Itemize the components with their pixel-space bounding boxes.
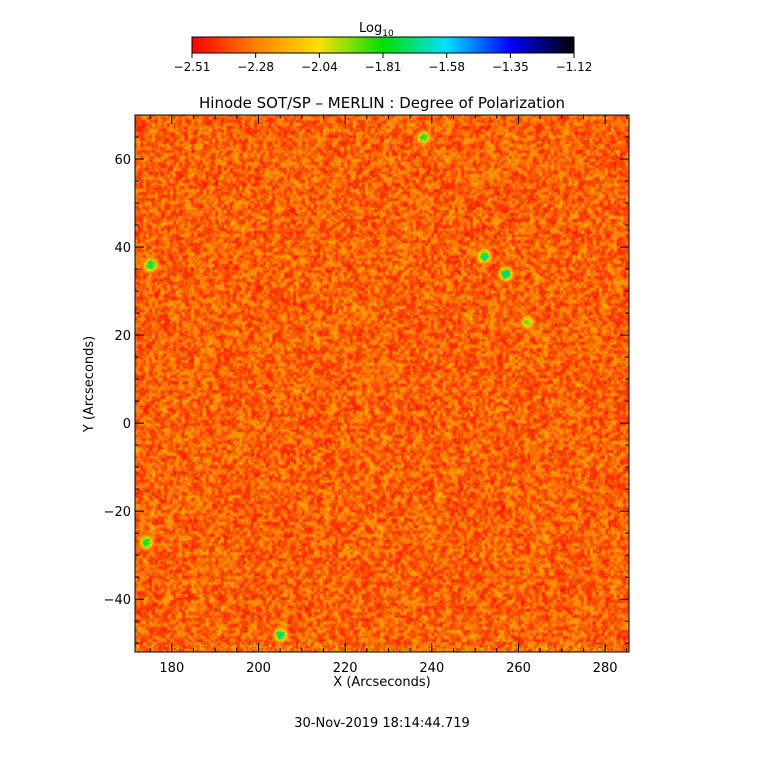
colorbar: Log10 −2.51 −2.28 −2.04 −1.81 −1.58 −1.35 −1.1… [174, 21, 593, 74]
y-tick-label: 0 [123, 417, 131, 432]
colorbar-label: Log10 [359, 21, 394, 39]
y-tick-label: 40 [114, 241, 131, 256]
colorbar-tick-label: −2.51 [174, 60, 211, 74]
y-tick-label: 20 [114, 329, 131, 344]
y-tick-label: −20 [104, 505, 131, 520]
colorbar-gradient [191, 36, 575, 54]
y-axis: −40 −20 0 20 40 60 [104, 114, 629, 644]
chart-title: Hinode SOT/SP – MERLIN : Degree of Polar… [199, 94, 565, 112]
colorbar-ticks: −2.51 −2.28 −2.04 −1.81 −1.58 −1.35 −1.12 [174, 53, 593, 74]
x-tick-label: 280 [593, 661, 618, 676]
x-axis-label: X (Arcseconds) [333, 675, 430, 690]
timestamp: 30-Nov-2019 18:14:44.719 [294, 716, 470, 731]
colorbar-tick-label: −2.04 [301, 60, 338, 74]
heatmap-image [135, 115, 629, 652]
plot-frame [134, 114, 630, 653]
y-axis-label: Y (Arcseconds) [82, 336, 97, 433]
x-tick-label: 180 [159, 661, 184, 676]
colorbar-tick-label: −2.28 [237, 60, 274, 74]
x-tick-label: 240 [419, 661, 444, 676]
y-tick-label: 60 [114, 153, 131, 168]
x-tick-label: 200 [246, 661, 271, 676]
y-tick-label: −40 [104, 593, 131, 608]
colorbar-tick-label: −1.81 [365, 60, 402, 74]
plot-area: 180 200 220 240 260 280 −40 −20 0 20 40 60 [104, 114, 630, 676]
x-tick-label: 220 [333, 661, 358, 676]
colorbar-tick-label: −1.58 [428, 60, 465, 74]
x-tick-label: 260 [506, 661, 531, 676]
colorbar-tick-label: −1.35 [492, 60, 529, 74]
colorbar-tick-label: −1.12 [556, 60, 593, 74]
x-axis: 180 200 220 240 260 280 [149, 115, 628, 676]
